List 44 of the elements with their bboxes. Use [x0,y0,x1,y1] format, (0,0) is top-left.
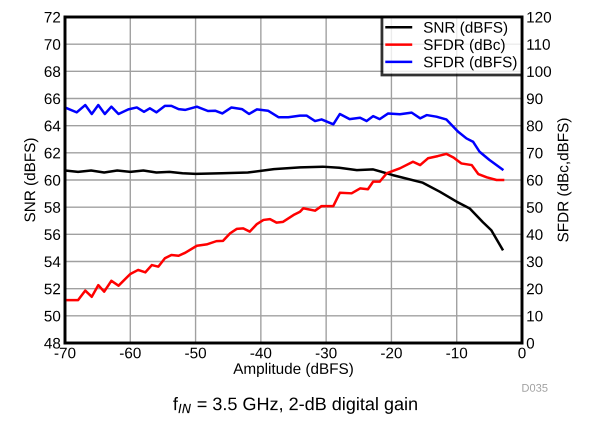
y2-tick-label: 50 [526,202,543,213]
y2-tick-label: 80 [526,120,543,132]
y2-tick-label: 120 [527,12,552,23]
y2-tick-label: 10 [527,310,543,322]
x-tick-label: -70 [54,348,76,358]
line-series [66,152,504,302]
y2-tick-label: 70 [526,148,543,159]
y2-tick-label: 30 [526,256,543,268]
x-axis-title: Amplitude (dBFS) [233,362,353,378]
y-tick-label: 68 [44,66,60,78]
y-tick-label: 56 [44,229,60,240]
text: D035 [522,384,548,392]
legend-label: SFDR (dBFS) [424,56,516,70]
y-axis-title: SNR (dBFS) [24,138,38,222]
x-tick-label: -30 [316,348,337,358]
text: f$_{IN}$ = 3.5 GHz, 2-dB digital gain [173,397,417,414]
y-tick-label: 50 [44,310,60,322]
y-tick-label: 54 [44,256,60,268]
x-tick-label: -20 [381,348,402,358]
y-tick-label: 64 [44,120,60,132]
x-tick-label: -60 [120,348,141,358]
y2-tick-label: 20 [526,284,543,294]
x-tick-label: 0 [518,348,526,358]
y2-tick-label: 100 [527,66,552,78]
y-tick-label: 66 [44,93,60,104]
line-series [66,104,504,171]
y-tick-label: 70 [44,39,60,50]
y-tick-label: 72 [44,12,60,23]
y2-tick-label: 90 [526,93,543,104]
y-tick-label: 48 [44,338,60,349]
y2-axis-title: SFDR (dBc,dBFS) [557,118,572,242]
x-tick-label: -50 [185,348,206,358]
y-tick-label: 52 [44,284,60,294]
y2-tick-label: 40 [526,229,543,240]
y2-tick-label: 110 [527,39,550,50]
y-tick-label: 60 [44,174,60,186]
legend-label: SNR (dBFS) [424,22,508,36]
y-tick-label: 62 [44,148,60,159]
y2-tick-label: 0 [526,338,534,349]
y-tick-label: 58 [44,202,60,213]
x-tick-label: -40 [250,348,272,358]
y2-tick-label: 60 [526,174,543,186]
legend-label: SFDR (dBc) [424,38,505,54]
x-tick-label: -10 [446,348,468,358]
